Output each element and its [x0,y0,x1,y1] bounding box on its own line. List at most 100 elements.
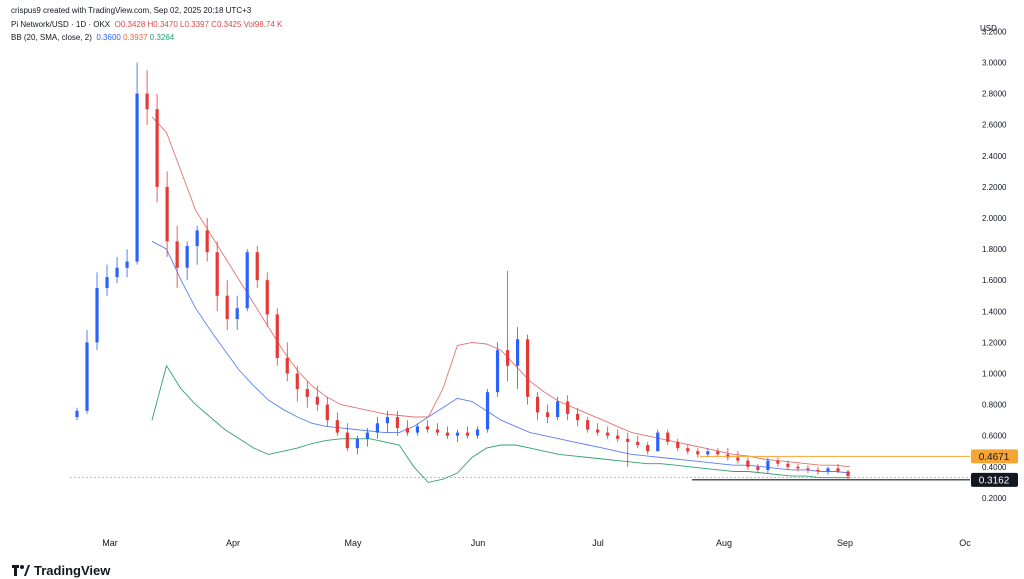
candle-body [285,357,289,374]
y-tick-label: 2.4000 [982,152,1007,161]
candle-body [596,429,600,433]
y-tick-label: 1.4000 [982,307,1007,316]
candle-body [135,93,139,262]
candle-body [475,429,480,436]
y-tick-label: 2.6000 [982,121,1007,130]
candle-body [706,451,710,455]
bb-legend: BB (20, SMA, close, 2) 0.3600 0.3937 0.3… [11,33,174,42]
price-marker-badge [971,472,1018,487]
tradingview-logo: TradingView [12,563,110,578]
candle-body [85,342,89,411]
candle-body [485,392,490,430]
candle-body [295,373,299,390]
y-tick-label: 2.0000 [982,214,1007,223]
candle-body [686,448,690,452]
symbol-label: Pi Network/USD · 1D · OKX [11,20,111,29]
y-tick-label: 1.6000 [982,276,1007,285]
candle-body [515,339,520,366]
bb-upper-value: 0.3937 [123,33,148,42]
candle-body [275,314,279,358]
x-tick-label: Jul [592,538,604,548]
y-tick-label: 3.0000 [982,59,1007,68]
candle-body [776,460,780,464]
y-tick-label: 3.2000 [982,27,1007,36]
candle-body [676,441,680,449]
y-tick-label: 1.0000 [982,370,1007,379]
candle-body [445,432,450,436]
candle-body [646,445,650,452]
candle-body [325,404,329,421]
candle-body [505,350,510,366]
x-tick-label: Sep [837,538,853,548]
x-tick-label: Mar [102,538,118,548]
candle-body [345,432,349,449]
candle-body [786,463,790,467]
candle-body [335,420,339,433]
candle-body [556,401,560,418]
candle-body [305,389,309,397]
candle-body [355,438,359,449]
x-tick-label: Jun [471,538,486,548]
high-value: H0.3470 [147,20,178,29]
candle-body [385,417,390,424]
candle-body [225,295,229,320]
candle-body [736,457,740,461]
open-value: O0.3428 [114,20,146,29]
tradingview-logo-text: TradingView [34,563,111,578]
candle-body [746,460,750,467]
candle-body [455,432,460,436]
candle-body [405,427,410,433]
candle-body [656,432,660,452]
candle-body [185,245,189,268]
candle-body [315,396,319,405]
bb-lower-value: 0.3264 [149,33,175,42]
candle-body [75,410,79,418]
candle-body [566,401,570,414]
price-marker-label: 0.3162 [979,475,1010,486]
candle-body [696,451,700,455]
candle-body [826,468,830,472]
y-tick-label: 0.6000 [982,432,1007,441]
candle-body [245,252,249,309]
candle-body [846,471,850,477]
bb-basis-value: 0.3600 [96,33,121,42]
candle-body [375,423,379,433]
y-tick-label: 2.8000 [982,90,1007,99]
candle-body [425,426,430,430]
y-tick-label: 0.8000 [982,401,1007,410]
candle-body [495,350,500,393]
bb-basis-line [151,240,851,474]
candle-body [365,432,369,439]
x-tick-label: Apr [226,538,240,548]
y-tick-label: 1.8000 [982,245,1007,254]
candle-body [415,426,420,433]
candle-body [115,267,119,278]
candle-body [636,441,640,446]
currency-label: USD [980,24,997,33]
tradingview-logo-icon [12,564,30,576]
candle-body [155,109,159,187]
bb-label: BB (20, SMA, close, 2) [11,33,92,42]
candle-body [175,241,179,268]
candle-body [125,261,129,268]
low-value: L0.3397 [180,20,209,29]
candle-body [716,451,720,455]
candle-body [626,438,630,442]
price-marker-badge [971,449,1018,464]
candle-body [535,396,540,413]
attribution-text: crispus9 created with TradingView.com, S… [11,6,252,15]
y-tick-label: 1.2000 [982,338,1007,347]
candle-body [395,417,400,428]
candle-body [235,308,239,320]
bb-lower-line [151,364,850,483]
chart-header: crispus9 created with TradingView.com, S… [0,0,1024,52]
candle-body [756,466,760,470]
volume-value: Vol98.74 K [243,20,283,29]
y-tick-label: 2.2000 [982,183,1007,192]
y-tick-label: 0.2000 [982,494,1007,503]
candle-body [95,287,99,343]
candle-body [205,230,209,253]
candle-body [726,454,730,458]
x-tick-label: May [344,538,362,548]
